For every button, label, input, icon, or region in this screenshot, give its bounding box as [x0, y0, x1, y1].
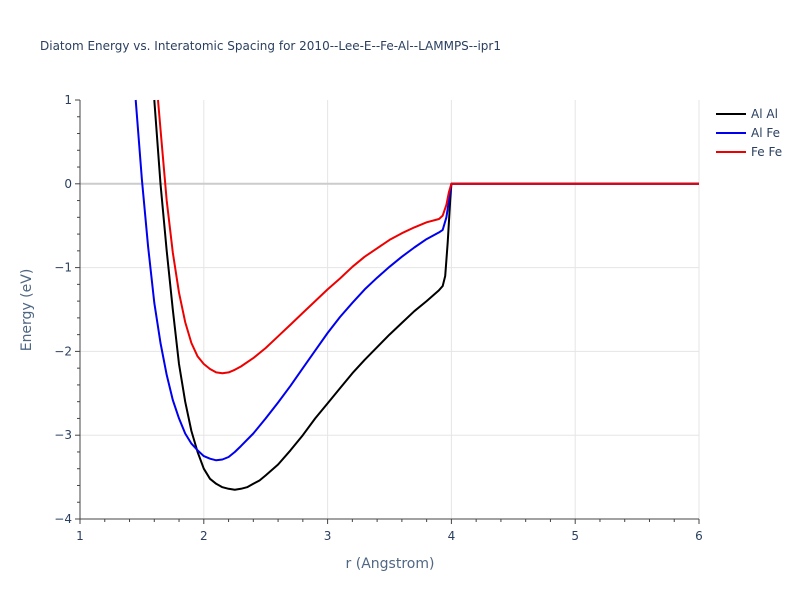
- legend-label: Al Al: [751, 107, 778, 121]
- x-axis-title: r (Angstrom): [346, 556, 435, 572]
- y-tick-label: 1: [64, 93, 72, 107]
- y-tick-label: −3: [54, 428, 72, 442]
- x-tick-label: 3: [324, 529, 332, 543]
- x-tick-label: 4: [448, 529, 456, 543]
- y-axis-title: Energy (eV): [19, 269, 35, 352]
- y-tick-label: −4: [54, 512, 72, 526]
- chart-title: Diatom Energy vs. Interatomic Spacing fo…: [40, 39, 501, 53]
- legend-label: Al Fe: [751, 126, 780, 140]
- y-tick-label: −1: [54, 261, 72, 275]
- legend[interactable]: Al Al Al Fe Fe Fe: [716, 107, 782, 159]
- x-tick-label: 2: [200, 529, 208, 543]
- x-tick-label: 1: [76, 529, 84, 543]
- legend-item[interactable]: Al Fe: [716, 126, 780, 140]
- legend-item[interactable]: Al Al: [716, 107, 778, 121]
- x-tick-label: 5: [571, 529, 579, 543]
- x-tick-label: 6: [695, 529, 703, 543]
- legend-label: Fe Fe: [751, 145, 782, 159]
- series-line-fe-fe: [157, 99, 699, 375]
- series-line-al-fe: [134, 99, 699, 462]
- legend-item[interactable]: Fe Fe: [716, 145, 782, 159]
- y-tick-label: 0: [64, 177, 72, 191]
- axes: 1 2 3 4 5 6 1 0 −1 −2 −3 −4: [54, 93, 703, 543]
- plot-area: [134, 99, 699, 491]
- y-tick-label: −2: [54, 344, 72, 358]
